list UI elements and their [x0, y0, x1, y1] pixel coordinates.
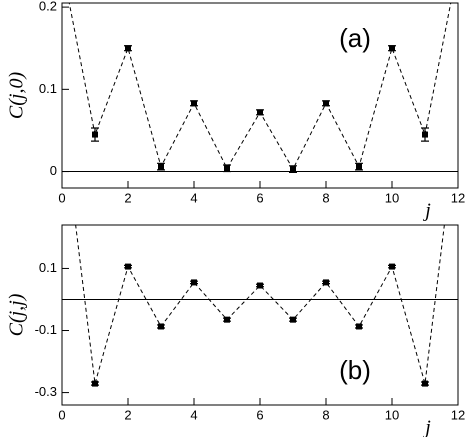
x-tick-label: 10: [385, 407, 399, 422]
x-tick-label: 8: [322, 190, 329, 205]
x-tick-label: 12: [451, 407, 465, 422]
data-point: [92, 380, 98, 387]
y-tick-label: 0.1: [39, 81, 57, 96]
data-point: [125, 45, 131, 52]
x-tick-label: 6: [256, 407, 263, 422]
data-point: [323, 279, 329, 286]
x-tick-label: 12: [451, 190, 465, 205]
data-point: [224, 165, 230, 172]
x-tick-label: 4: [190, 190, 197, 205]
plot-area: [62, 225, 458, 387]
x-tick-label: 2: [124, 190, 131, 205]
data-point: [356, 323, 362, 330]
data-line: [75, 225, 445, 384]
y-tick-label: 0.2: [39, 0, 57, 14]
x-tick-label: 0: [58, 190, 65, 205]
frame: [61, 224, 459, 406]
x-tick-label: 0: [58, 407, 65, 422]
data-point: [422, 131, 428, 138]
data-point: [290, 166, 296, 173]
y-tick-label: 0: [50, 163, 57, 178]
data-point: [257, 109, 263, 116]
x-tick-label: 8: [322, 407, 329, 422]
data-point: [191, 100, 197, 107]
data-point: [224, 316, 230, 323]
y-axis-label: C(j,0): [6, 72, 28, 120]
frame: [61, 2, 459, 189]
x-axis-label: j: [422, 417, 431, 437]
data-point: [323, 100, 329, 107]
y-tick-label: -0.3: [35, 384, 57, 399]
x-tick-label: 10: [385, 190, 399, 205]
data-point: [125, 263, 131, 270]
data-point: [158, 163, 164, 170]
data-point: [257, 282, 263, 289]
data-point: [191, 279, 197, 286]
x-tick-label: 2: [124, 407, 131, 422]
y-axis-label: C(j,j): [6, 293, 28, 336]
y-tick-label: -0.1: [35, 322, 57, 337]
y-tick-label: 0.1: [39, 260, 57, 275]
data-point: [389, 263, 395, 270]
x-tick-label: 4: [190, 407, 197, 422]
data-point: [290, 316, 296, 323]
plot-area: [62, 3, 458, 173]
panel-label: (a): [339, 23, 371, 53]
data-point: [158, 323, 164, 330]
data-point: [422, 380, 428, 387]
data-point: [92, 131, 98, 138]
x-axis-label: j: [422, 200, 431, 222]
panel-label: (b): [339, 355, 371, 385]
x-tick-label: 6: [256, 190, 263, 205]
data-point: [356, 163, 362, 170]
data-line: [68, 3, 452, 171]
data-point: [389, 45, 395, 52]
